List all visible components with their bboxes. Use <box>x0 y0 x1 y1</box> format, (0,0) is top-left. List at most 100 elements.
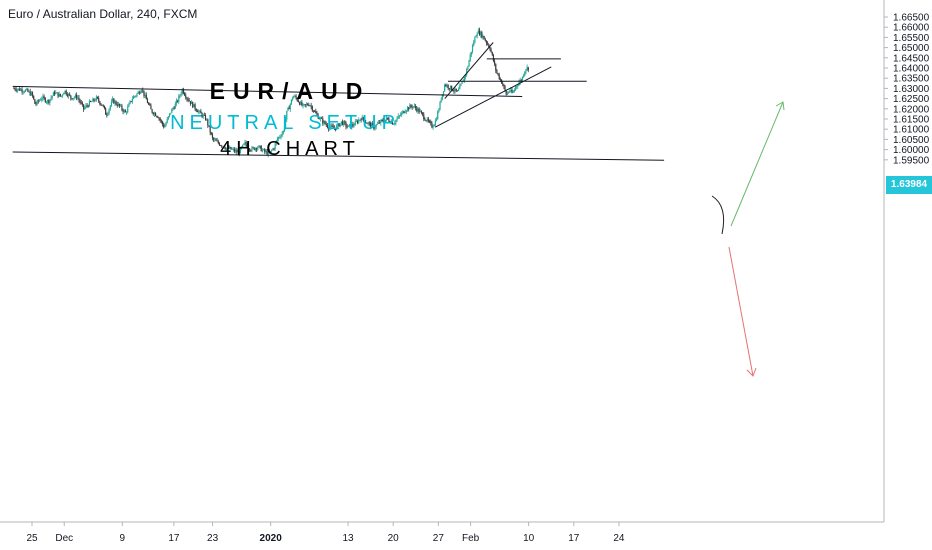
candle-body <box>76 95 78 99</box>
candle-body <box>78 97 80 101</box>
candle-body <box>431 122 433 128</box>
candle-body <box>182 89 185 94</box>
y-tick-label: 1.63000 <box>893 84 930 95</box>
candle-body <box>92 98 94 102</box>
candle-body <box>204 115 207 120</box>
candle-body <box>267 151 269 155</box>
candle-body <box>377 122 380 124</box>
candle-body <box>28 91 30 93</box>
candle-body <box>372 123 374 125</box>
candle-body <box>473 42 475 46</box>
candle-body <box>297 100 299 103</box>
candle-body <box>203 115 205 116</box>
candle-body <box>218 143 221 146</box>
candle-body <box>478 30 481 35</box>
candle-body <box>243 143 245 145</box>
candle-body <box>410 105 412 107</box>
candle-body <box>311 106 313 111</box>
candle-body <box>347 125 349 127</box>
candle-body <box>327 127 330 130</box>
candle-body <box>215 139 217 141</box>
candle-body <box>350 124 352 128</box>
candle-body <box>383 121 385 123</box>
candle-body <box>134 96 136 97</box>
candle-body <box>488 44 490 47</box>
candle-body <box>15 89 17 91</box>
candle-body <box>456 90 459 92</box>
candle-body <box>131 98 133 102</box>
candle-body <box>217 140 219 144</box>
candle-body <box>89 101 92 102</box>
candle-body <box>402 111 404 113</box>
candle-body <box>362 117 365 121</box>
price-axis[interactable]: 1.665001.660001.655001.650001.645001.640… <box>884 13 930 167</box>
arc-annotation <box>711 195 725 235</box>
candle-body <box>95 96 97 101</box>
candle-body <box>123 110 125 112</box>
candle-body <box>517 85 519 87</box>
candle-body <box>34 99 36 104</box>
y-tick-label: 1.65500 <box>893 33 930 44</box>
candle-body <box>437 111 439 120</box>
candle-body <box>502 83 504 85</box>
candle-body <box>498 74 500 80</box>
candle-body <box>38 100 41 102</box>
candle-body <box>161 121 164 125</box>
candle-body <box>224 148 226 150</box>
candle-body <box>339 123 341 127</box>
candle-body <box>424 119 426 121</box>
candle-body <box>33 95 35 100</box>
candle-body <box>109 105 111 110</box>
candle-body <box>116 104 118 106</box>
candle-body <box>315 111 317 114</box>
x-tick-label: 25 <box>26 533 38 544</box>
candle-body <box>301 101 303 106</box>
candle-body <box>55 92 57 95</box>
candle-body <box>316 113 318 115</box>
y-tick-label: 1.64500 <box>893 53 930 64</box>
candle-body <box>346 126 348 128</box>
candle-body <box>428 121 431 122</box>
x-tick-label: Feb <box>462 533 480 544</box>
candle-body <box>80 102 82 104</box>
candle-body <box>173 108 175 110</box>
y-tick-label: 1.62000 <box>893 104 930 115</box>
candle-body <box>441 94 443 100</box>
candle-body <box>276 138 279 141</box>
candle-body <box>337 123 339 126</box>
candle-body <box>88 101 91 107</box>
candle-body <box>81 103 84 105</box>
candle-body <box>231 149 233 150</box>
candle-body <box>287 107 289 111</box>
candle-body <box>454 88 456 92</box>
candle-body <box>99 101 101 105</box>
candle-body <box>98 98 100 102</box>
candle-body <box>444 84 446 92</box>
candle-body <box>141 90 143 93</box>
candle-body <box>323 121 325 124</box>
candle-body <box>138 92 140 94</box>
candle-body <box>223 146 225 149</box>
candle-body <box>36 100 38 105</box>
candle-body <box>156 116 158 117</box>
candle-body <box>265 151 267 152</box>
candle-body <box>375 124 377 128</box>
time-axis[interactable]: 25 Dec 9 17 23 2020 13 20 27 Feb 10 17 24 <box>26 522 625 544</box>
candle-body <box>398 115 400 117</box>
candle-body <box>395 120 397 123</box>
candle-body <box>49 99 51 103</box>
x-tick-label: 13 <box>342 533 354 544</box>
candle-body <box>136 93 138 96</box>
candle-body <box>77 97 79 99</box>
candle-body <box>118 103 121 106</box>
candle-body <box>358 119 360 123</box>
candle-body <box>334 128 337 130</box>
candle-body <box>168 113 171 117</box>
candle-body <box>208 125 210 127</box>
candle-body <box>106 114 108 116</box>
candle-body <box>344 121 346 123</box>
candle-body <box>120 105 122 107</box>
candle-body <box>308 105 310 106</box>
candle-body <box>74 95 77 98</box>
